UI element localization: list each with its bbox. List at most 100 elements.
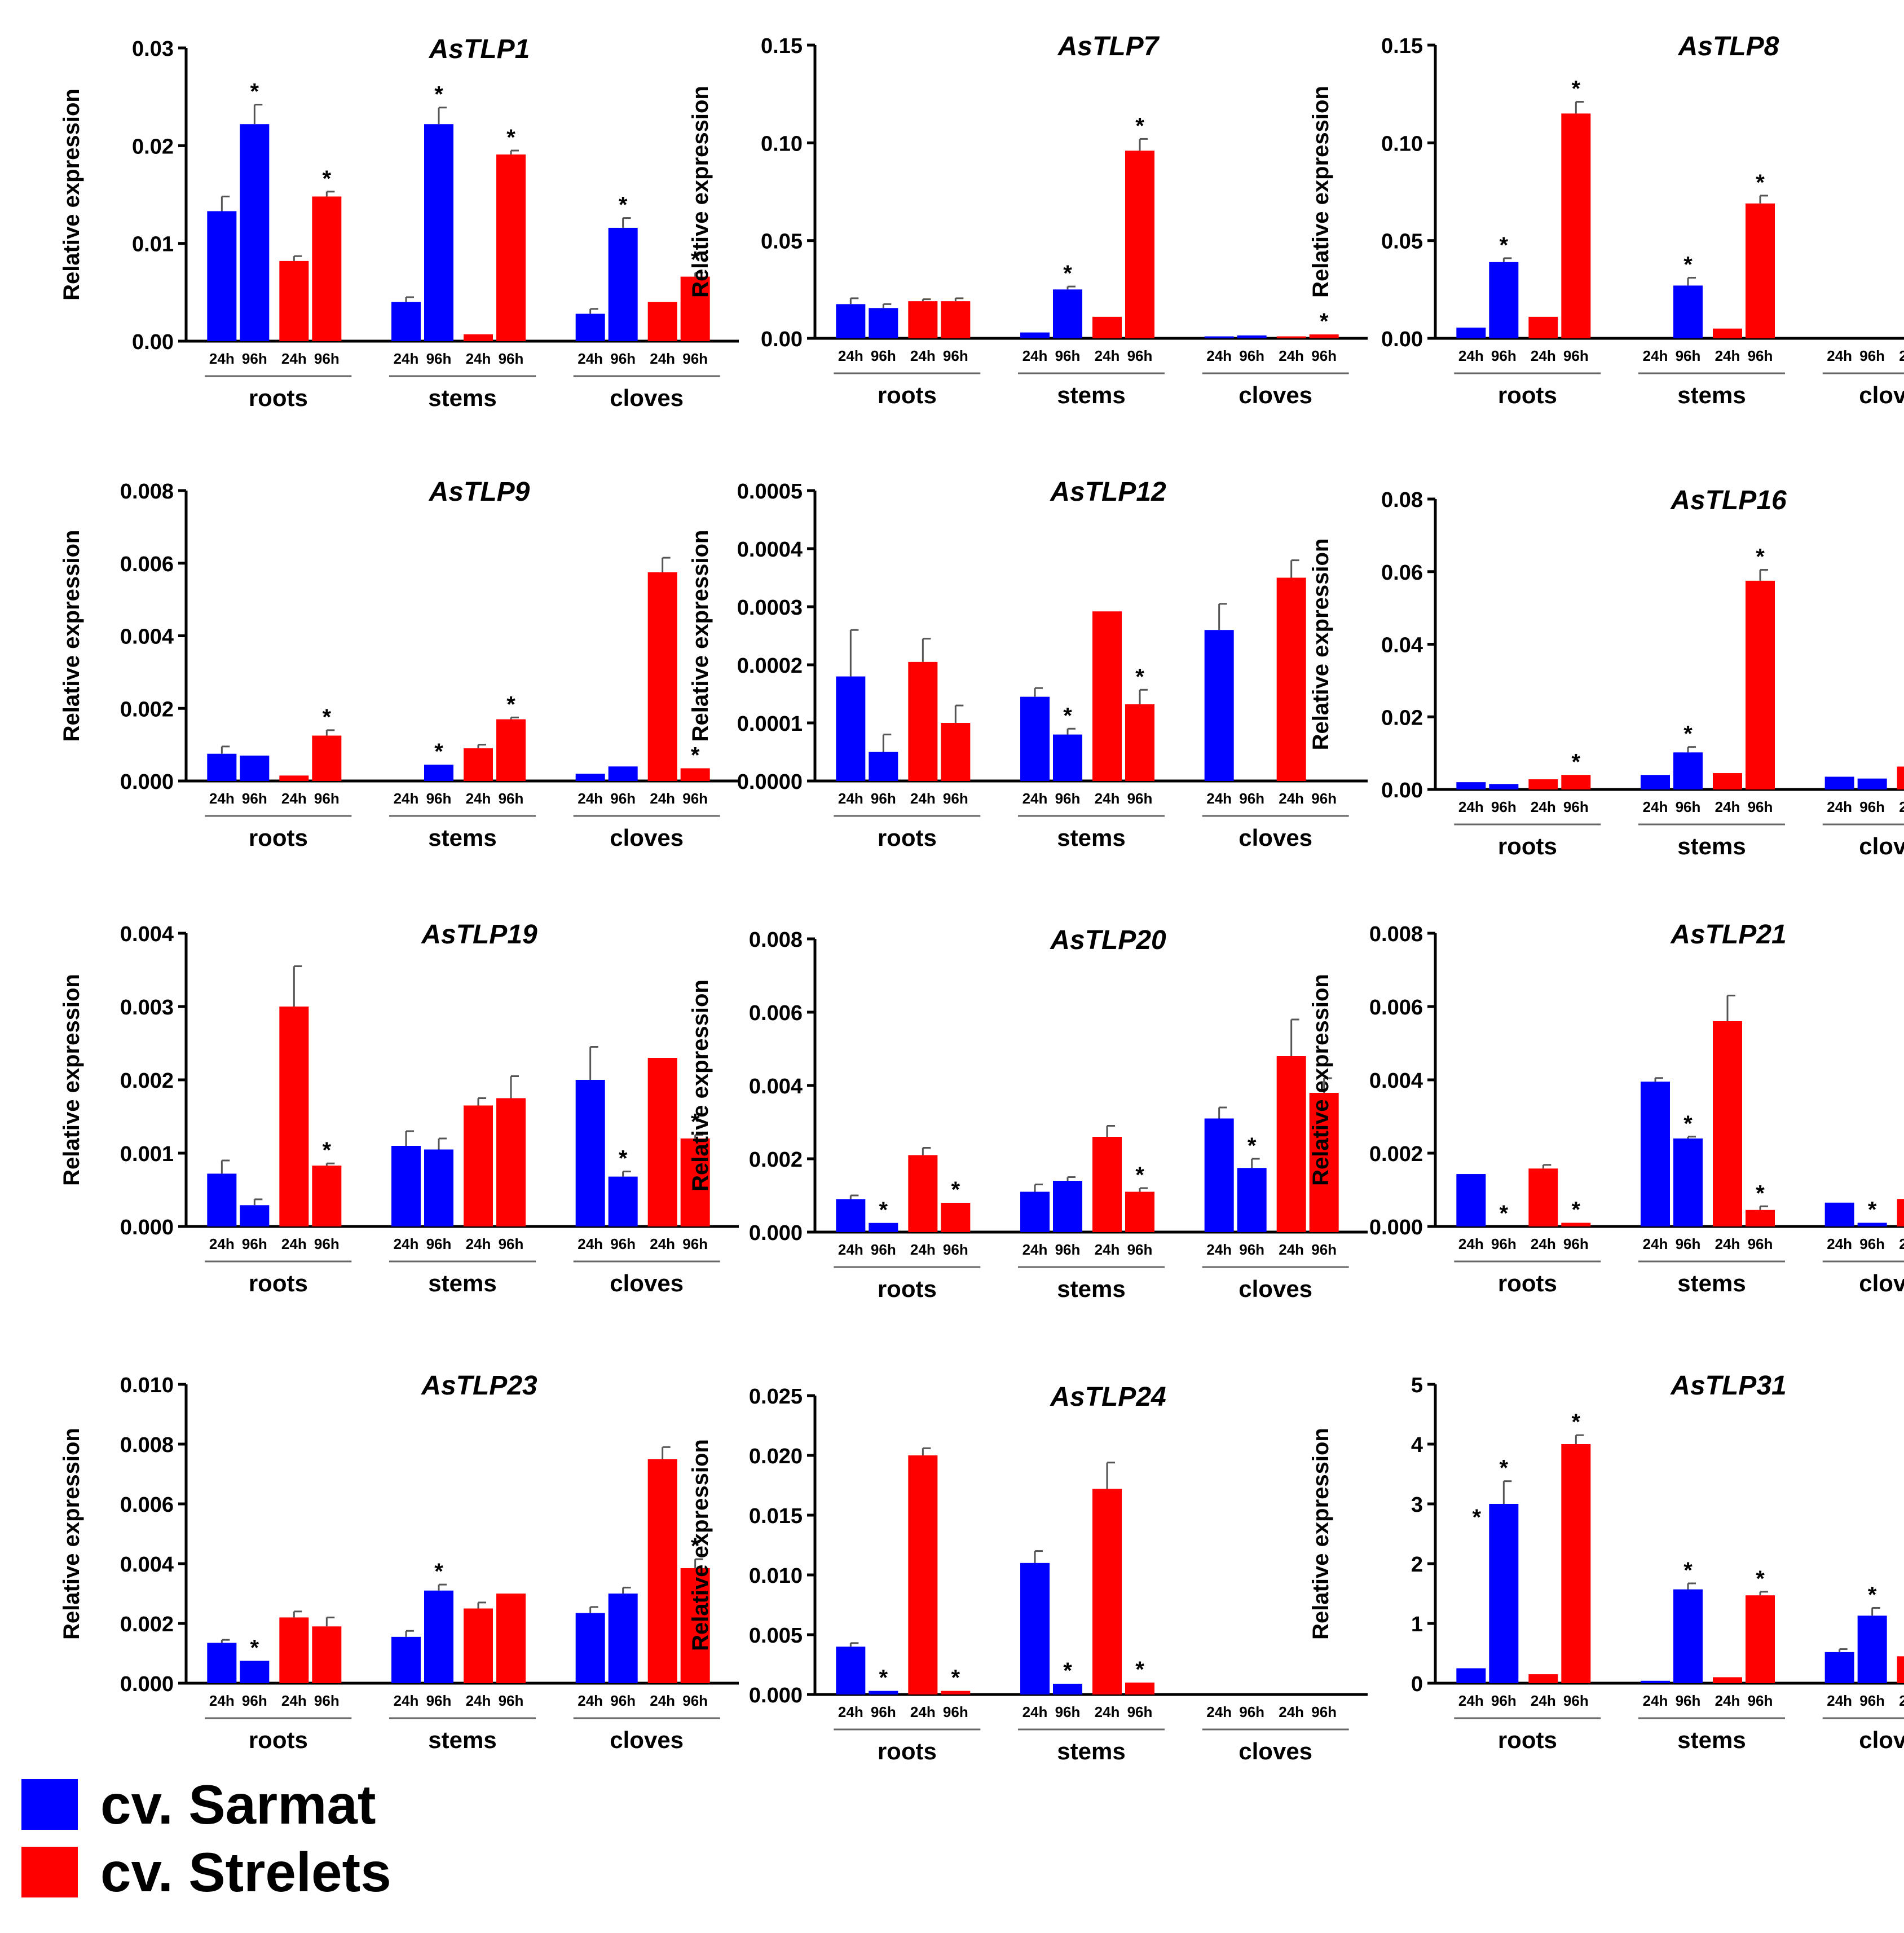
time-label: 24h: [1827, 347, 1852, 364]
bar: [424, 1590, 453, 1683]
significance-star: *: [323, 705, 332, 730]
time-label: 24h: [650, 1692, 675, 1709]
y-tick-label: 0.006: [749, 1001, 803, 1025]
time-label: 24h: [1095, 347, 1120, 364]
tissue-label: cloves: [1239, 824, 1312, 851]
y-tick-label: 0.000: [120, 1216, 174, 1239]
time-label: 96h: [682, 790, 708, 807]
time-label: 96h: [1491, 798, 1517, 815]
time-label: 96h: [1239, 1241, 1264, 1258]
bar: [496, 1098, 526, 1226]
time-label: 96h: [499, 350, 524, 367]
y-tick-label: 0.05: [761, 230, 803, 254]
chart-panel-astlp1: AsTLP1 0.00 0.01 0.02 0.03 Relative expressio…: [59, 34, 739, 411]
time-label: 24h: [1715, 1235, 1740, 1252]
legend-swatch-strelets: [21, 1847, 78, 1897]
bar: [1713, 328, 1742, 338]
bar: [836, 1199, 866, 1232]
time-label: 96h: [943, 1703, 968, 1720]
bar: [575, 314, 605, 341]
time-label: 96h: [1563, 1235, 1589, 1252]
y-tick-label: 0.00: [1381, 779, 1423, 802]
y-tick-label: 0.002: [120, 1069, 174, 1093]
y-tick-label: 0.10: [1381, 132, 1423, 156]
y-tick-label: 0.006: [1369, 996, 1423, 1020]
bar: [279, 261, 309, 341]
bar: [1020, 696, 1050, 781]
time-label: 96h: [610, 1692, 636, 1709]
bar: [279, 1007, 309, 1226]
chart-panel-astlp21: AsTLP21 0.000 0.002 0.004 0.006 0.008 Relative…: [1308, 920, 1904, 1296]
bar: [1857, 778, 1887, 789]
bar: [608, 766, 638, 781]
bar: [1309, 1093, 1339, 1232]
bar: [608, 1176, 638, 1226]
chart-panel-astlp16: AsTLP16 0.00 0.02 0.04 0.06 0.08 Relative expr…: [1308, 486, 1904, 859]
bar: [496, 719, 526, 781]
significance-star: *: [1063, 703, 1072, 728]
bar: [1528, 779, 1558, 789]
bar: [1746, 1595, 1775, 1683]
time-label: 24h: [1279, 1241, 1304, 1258]
chart-title: AsTLP1: [429, 34, 530, 64]
time-label: 24h: [1531, 798, 1556, 815]
bar: [391, 1636, 421, 1683]
time-label: 96h: [499, 1235, 524, 1252]
bar: [1125, 1682, 1154, 1694]
significance-star: *: [434, 1559, 443, 1584]
tissue-label: cloves: [1239, 382, 1312, 408]
time-label: 96h: [610, 1235, 636, 1252]
bar: [1528, 1674, 1558, 1683]
time-label: 96h: [499, 790, 524, 807]
time-label: 24h: [1095, 790, 1120, 807]
y-tick-label: 1: [1411, 1613, 1423, 1636]
bar: [608, 227, 638, 341]
tissue-label: roots: [1498, 1727, 1557, 1753]
tissue-label: stems: [428, 1727, 496, 1753]
bar: [1673, 1589, 1703, 1683]
y-axis-label: Relative expression: [1308, 974, 1333, 1186]
chart-panel-astlp12: AsTLP12 0.0000 0.0001 0.0002 0.0003 0.0004 0.0…: [688, 477, 1368, 851]
bar: [1824, 1202, 1854, 1226]
time-label: 96h: [499, 1692, 524, 1709]
y-axis-label: Relative expression: [1308, 539, 1333, 751]
y-axis-label: Relative expression: [59, 974, 84, 1186]
y-tick-label: 0.000: [749, 1221, 803, 1245]
time-label: 96h: [1563, 347, 1589, 364]
time-label: 24h: [1206, 347, 1232, 364]
significance-star: *: [1756, 170, 1765, 195]
time-label: 24h: [1643, 347, 1668, 364]
chart-panel-astlp20: AsTLP20 0.000 0.002 0.004 0.006 0.008 Relative…: [688, 925, 1368, 1302]
time-label: 24h: [1899, 347, 1904, 364]
time-label: 24h: [394, 1692, 419, 1709]
significance-star: *: [1868, 1198, 1877, 1223]
bar: [1857, 1223, 1887, 1226]
significance-star: *: [1683, 722, 1693, 747]
y-tick-label: 0.002: [1369, 1142, 1423, 1166]
bar: [1092, 611, 1122, 781]
time-label: 96h: [1748, 347, 1773, 364]
time-label: 24h: [578, 1235, 603, 1252]
time-label: 24h: [838, 1703, 863, 1720]
significance-star: *: [1063, 261, 1072, 286]
significance-star: *: [619, 1146, 628, 1171]
time-label: 96h: [943, 347, 968, 364]
bar: [1746, 203, 1775, 338]
time-label: 96h: [314, 1692, 340, 1709]
bar: [1092, 1137, 1122, 1232]
time-label: 96h: [1491, 1692, 1517, 1709]
bar: [464, 1105, 493, 1226]
significance-star: *: [1572, 1410, 1581, 1435]
time-label: 24h: [1206, 1703, 1232, 1720]
bar: [1053, 1181, 1082, 1232]
significance-star: *: [323, 1138, 332, 1163]
time-label: 96h: [610, 790, 636, 807]
bar: [207, 211, 237, 341]
bar: [1713, 1021, 1742, 1226]
y-tick-label: 0.15: [761, 34, 803, 58]
bar: [424, 765, 453, 781]
time-label: 96h: [1055, 347, 1081, 364]
time-label: 24h: [1643, 798, 1668, 815]
chart-panel-astlp19: AsTLP19 0.000 0.001 0.002 0.003 0.004 Relative…: [59, 920, 739, 1296]
